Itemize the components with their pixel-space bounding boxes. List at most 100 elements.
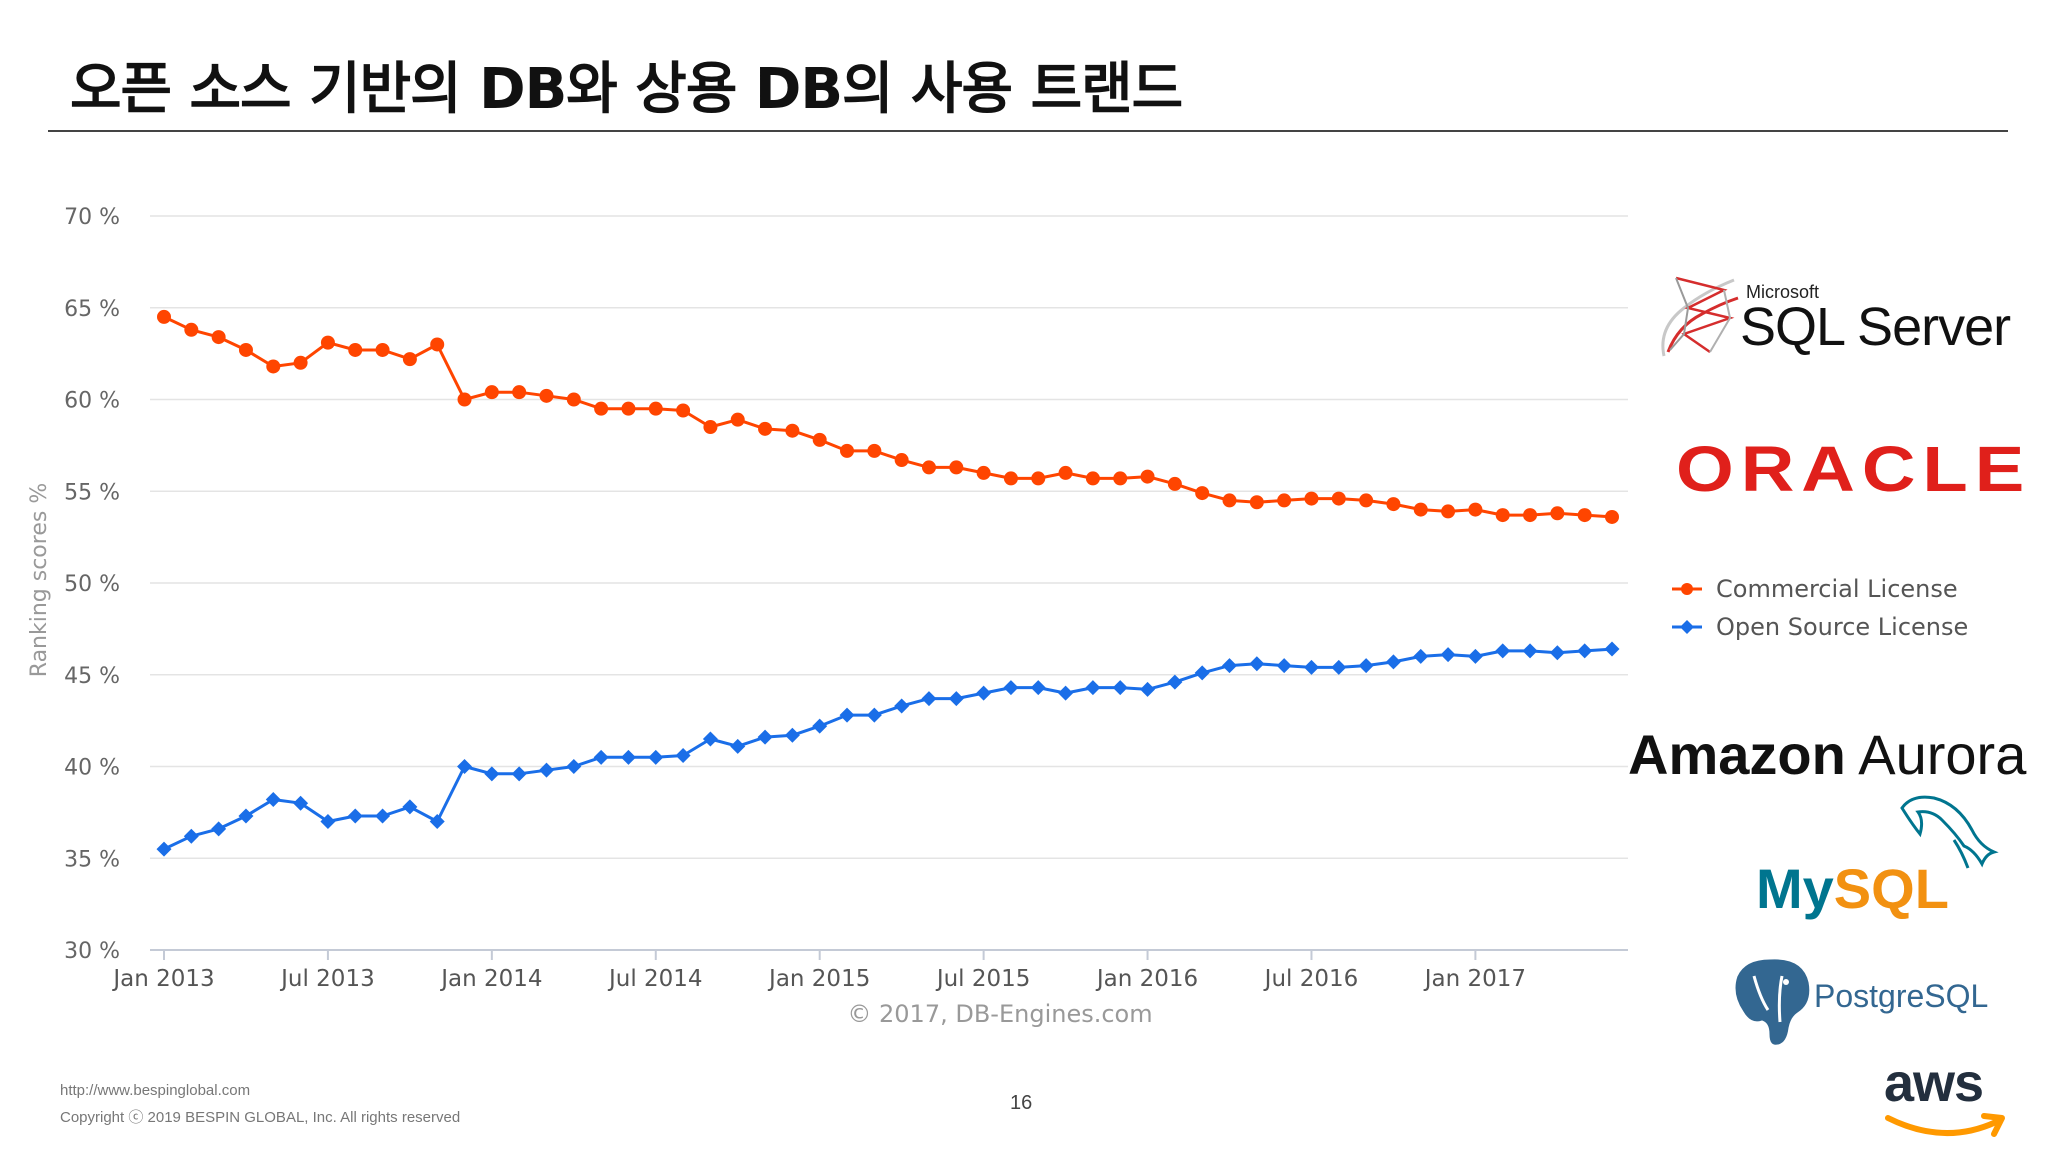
data-point-open-source xyxy=(1249,656,1265,672)
amazon-aurora-logo-bold: Amazon xyxy=(1628,723,1846,786)
series-group xyxy=(156,309,1620,857)
sql-server-logo-small: Microsoft xyxy=(1746,282,1820,302)
data-point-commercial xyxy=(867,443,882,458)
data-point-open-source xyxy=(1522,643,1538,659)
data-point-open-source xyxy=(156,841,172,857)
x-tick-label: Jul 2014 xyxy=(607,966,703,992)
data-point-open-source xyxy=(1276,658,1292,674)
data-point-open-source xyxy=(1577,643,1593,659)
page-number: 16 xyxy=(1010,1092,1033,1114)
data-point-open-source xyxy=(1030,680,1046,696)
data-point-commercial xyxy=(1003,471,1018,486)
data-point-open-source xyxy=(1549,645,1565,661)
y-tick-label: 60 % xyxy=(64,389,120,414)
y-tick-label: 70 % xyxy=(64,205,120,230)
legend-label-commercial: Commercial License xyxy=(1716,575,1958,603)
postgresql-elephant-icon xyxy=(1732,956,1813,1048)
data-point-open-source xyxy=(1385,654,1401,670)
x-tick-label: Jul 2015 xyxy=(935,966,1031,992)
data-point-open-source xyxy=(1058,685,1074,701)
legend-item-open-source: Open Source License xyxy=(1670,612,1968,642)
data-point-commercial xyxy=(1085,471,1100,486)
data-point-open-source xyxy=(484,766,500,782)
data-point-commercial xyxy=(1167,476,1182,491)
data-point-commercial xyxy=(949,460,964,475)
data-point-commercial xyxy=(730,412,745,427)
data-point-open-source xyxy=(429,814,445,830)
data-point-open-source xyxy=(1167,674,1183,690)
data-point-open-source xyxy=(1112,680,1128,696)
data-point-open-source xyxy=(183,828,199,844)
aws-logo: aws xyxy=(1884,1053,1984,1113)
data-point-open-source xyxy=(1413,648,1429,664)
data-point-open-source xyxy=(538,762,554,778)
data-point-commercial xyxy=(457,392,472,407)
data-point-commercial xyxy=(676,403,691,418)
legend-label-open-source: Open Source License xyxy=(1716,613,1969,641)
data-point-commercial xyxy=(894,453,909,468)
data-point-open-source xyxy=(1358,658,1374,674)
data-point-commercial xyxy=(1331,491,1346,506)
amazon-aurora-logo-regular: Aurora xyxy=(1858,723,2027,786)
data-point-commercial xyxy=(211,330,226,345)
data-point-commercial xyxy=(921,460,936,475)
data-point-open-source xyxy=(1331,659,1347,675)
postgresql-logo: PostgreSQL xyxy=(1814,978,1989,1014)
data-point-open-source xyxy=(238,808,254,824)
slide-title: 오픈 소스 기반의 DB와 상용 DB의 사용 트랜드 xyxy=(70,57,1183,122)
data-point-commercial xyxy=(238,342,253,357)
data-point-open-source xyxy=(866,707,882,723)
data-point-open-source xyxy=(648,749,664,765)
data-point-open-source xyxy=(839,707,855,723)
data-point-open-source xyxy=(375,808,391,824)
sql-server-logo-main: SQL Server xyxy=(1740,297,2011,357)
data-point-open-source xyxy=(402,799,418,815)
data-point-open-source xyxy=(211,821,227,837)
data-point-open-source xyxy=(921,691,937,707)
data-point-commercial xyxy=(621,401,636,416)
x-tick-label: Jan 2014 xyxy=(439,966,542,992)
data-point-open-source xyxy=(730,738,746,754)
grid-lines xyxy=(150,215,1628,951)
data-point-open-source xyxy=(894,698,910,714)
footer-copyright: Copyright ⓒ 2019 BESPIN GLOBAL, Inc. All… xyxy=(60,1109,461,1126)
data-point-open-source xyxy=(757,729,773,745)
data-point-open-source xyxy=(1495,643,1511,659)
data-point-open-source xyxy=(1140,681,1156,697)
footer-url: http://www.bespinglobal.com xyxy=(60,1082,251,1099)
mysql-logo: MySQL xyxy=(1756,856,1949,921)
x-tick-label: Jan 2016 xyxy=(1095,966,1198,992)
data-point-open-source xyxy=(675,747,691,763)
data-point-commercial xyxy=(484,385,499,400)
data-point-open-source xyxy=(1303,659,1319,675)
y-axis-label: Ranking scores % xyxy=(27,483,52,677)
data-point-commercial xyxy=(1523,508,1538,523)
data-point-open-source xyxy=(1222,658,1238,674)
data-point-commercial xyxy=(1441,504,1456,519)
data-point-open-source xyxy=(620,749,636,765)
data-point-commercial xyxy=(1058,465,1073,480)
sql-server-icon xyxy=(1661,276,1739,357)
data-point-open-source xyxy=(566,759,582,774)
data-point-open-source xyxy=(1604,641,1620,657)
data-point-commercial xyxy=(1113,471,1128,486)
legend-item-commercial: Commercial License xyxy=(1670,574,1958,604)
data-point-open-source xyxy=(1194,665,1210,681)
data-point-commercial xyxy=(1031,471,1046,486)
y-tick-label: 50 % xyxy=(64,572,120,597)
axes: 30 % 35 % 40 % 45 % 50 % 55 % 60 % 65 % 70 % Jan … xyxy=(64,205,1526,992)
data-point-commercial xyxy=(1249,495,1264,510)
amazon-aurora-logo: Amazon Aurora xyxy=(1628,722,2026,787)
data-point-commercial xyxy=(1550,506,1565,521)
y-tick-label: 30 % xyxy=(64,939,120,964)
mysql-dolphin-icon xyxy=(1900,795,1999,869)
x-tick-label: Jan 2017 xyxy=(1423,966,1526,992)
data-point-open-source xyxy=(320,814,336,830)
oracle-logo: ORACLE xyxy=(1676,433,2032,505)
x-tick-label: Jul 2016 xyxy=(1263,966,1359,992)
data-point-commercial xyxy=(1195,486,1210,501)
data-point-commercial xyxy=(1468,502,1483,517)
data-point-commercial xyxy=(1577,508,1592,523)
data-point-commercial xyxy=(1140,469,1155,484)
data-point-commercial xyxy=(594,401,609,416)
